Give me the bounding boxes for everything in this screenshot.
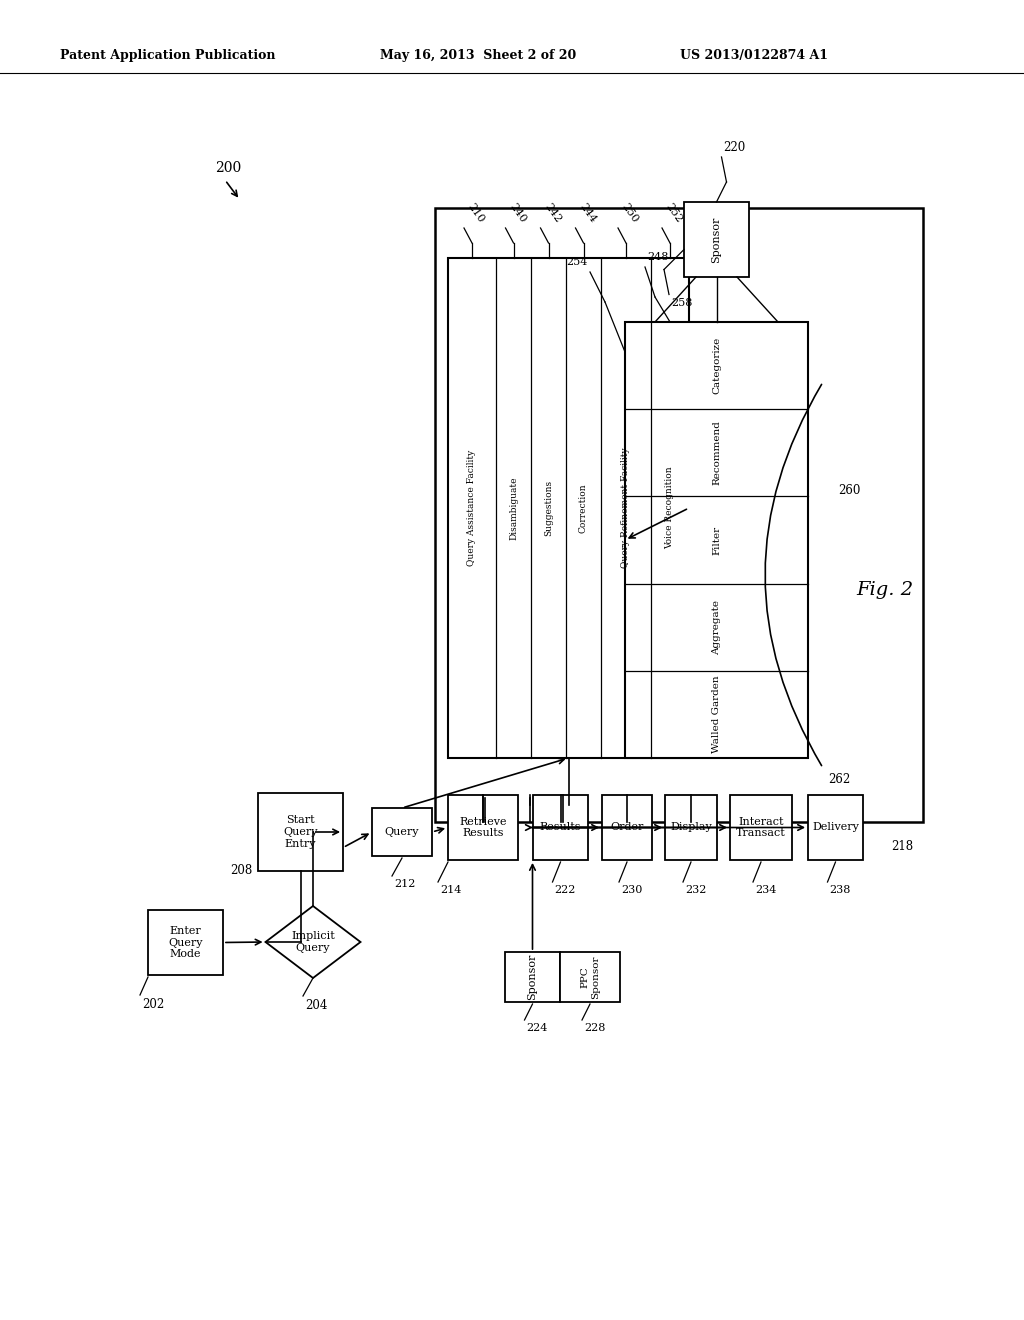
Bar [258, 793, 343, 871]
Text: PPC
Sponsor: PPC Sponsor [581, 956, 600, 999]
Text: Sponsor: Sponsor [712, 216, 722, 263]
Text: Voice Recognition: Voice Recognition [666, 467, 675, 549]
Bar [148, 909, 223, 975]
Text: 224: 224 [526, 1023, 548, 1034]
Text: Suggestions: Suggestions [544, 480, 553, 536]
Text: Fig. 2: Fig. 2 [856, 581, 913, 599]
Text: Start
Query
Entry: Start Query Entry [284, 816, 317, 849]
Bar [665, 795, 717, 861]
Text: 228: 228 [584, 1023, 605, 1034]
Text: 254: 254 [566, 257, 588, 267]
Bar [560, 952, 620, 1002]
Text: Aggregate: Aggregate [712, 599, 721, 655]
Text: 242: 242 [543, 202, 563, 224]
Text: 250: 250 [620, 202, 640, 224]
Text: 212: 212 [394, 879, 416, 888]
Text: 232: 232 [685, 884, 707, 895]
Text: Results: Results [540, 822, 582, 833]
Text: Query Refinement Facility: Query Refinement Facility [622, 447, 631, 569]
Text: Correction: Correction [579, 483, 588, 533]
Bar [808, 795, 863, 861]
Bar [625, 322, 808, 758]
Bar [602, 795, 652, 861]
Text: 238: 238 [829, 884, 851, 895]
Text: Walled Garden: Walled Garden [712, 676, 721, 754]
Text: Display: Display [670, 822, 712, 833]
Text: 262: 262 [828, 774, 850, 785]
Bar [372, 808, 432, 855]
Text: US 2013/0122874 A1: US 2013/0122874 A1 [680, 49, 828, 62]
Text: Sponsor: Sponsor [527, 954, 538, 1001]
Text: 248: 248 [647, 252, 669, 261]
Text: Order: Order [610, 822, 644, 833]
Text: 210: 210 [466, 202, 486, 224]
Text: Disambiguate: Disambiguate [509, 477, 518, 540]
Bar [435, 209, 923, 822]
Text: 220: 220 [724, 141, 745, 154]
Text: Query: Query [385, 828, 419, 837]
Text: Filter: Filter [712, 525, 721, 554]
Bar [449, 257, 689, 758]
Text: Retrieve
Results: Retrieve Results [459, 817, 507, 838]
Text: Recommend: Recommend [712, 420, 721, 486]
Text: Interact
Transact: Interact Transact [736, 817, 785, 838]
Text: Patent Application Publication: Patent Application Publication [60, 49, 275, 62]
Bar [684, 202, 749, 277]
Text: Query Assistance Facility: Query Assistance Facility [468, 450, 476, 566]
Bar [505, 952, 560, 1002]
Text: 208: 208 [229, 863, 252, 876]
Text: 230: 230 [621, 884, 642, 895]
Text: Delivery: Delivery [812, 822, 859, 833]
Bar [449, 795, 518, 861]
Text: 258: 258 [671, 297, 692, 308]
Text: 260: 260 [838, 483, 860, 496]
Text: Implicit
Query: Implicit Query [291, 931, 335, 953]
Bar [534, 795, 588, 861]
Text: 204: 204 [305, 999, 328, 1012]
Bar [730, 795, 792, 861]
Text: 252: 252 [664, 202, 684, 224]
Text: 240: 240 [508, 202, 528, 224]
Text: Enter
Query
Mode: Enter Query Mode [168, 925, 203, 960]
Text: 202: 202 [142, 998, 164, 1011]
Polygon shape [265, 906, 360, 978]
Text: 234: 234 [755, 884, 776, 895]
Text: 218: 218 [891, 840, 913, 853]
Text: 200: 200 [215, 161, 242, 176]
Text: May 16, 2013  Sheet 2 of 20: May 16, 2013 Sheet 2 of 20 [380, 49, 577, 62]
Text: Categorize: Categorize [712, 337, 721, 395]
Text: 244: 244 [578, 202, 598, 224]
Text: 222: 222 [555, 884, 575, 895]
Text: 214: 214 [440, 884, 462, 895]
